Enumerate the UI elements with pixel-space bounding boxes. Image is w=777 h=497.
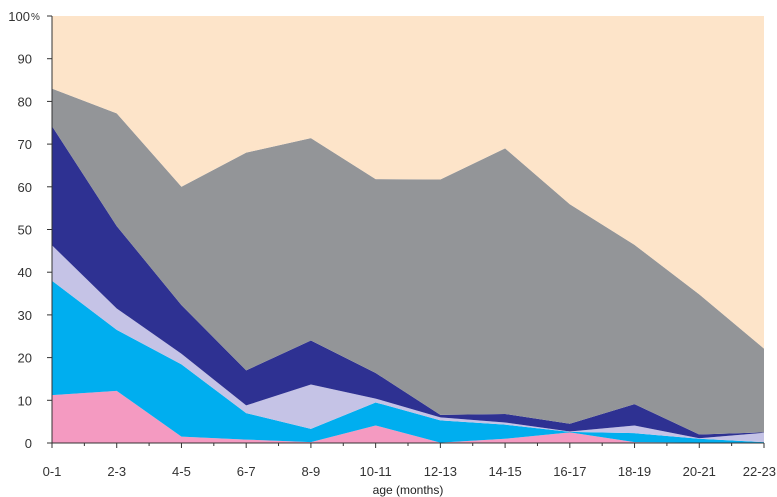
y-tick-label: 80: [18, 94, 32, 109]
area-series-4: [52, 126, 764, 439]
x-tick-label: 2-3: [107, 464, 126, 479]
y-tick-label: 60: [18, 180, 32, 195]
x-tick-label: 16-17: [553, 464, 586, 479]
x-tick-label: 22-23: [743, 464, 776, 479]
x-tick-label: 18-19: [618, 464, 651, 479]
x-tick-label: 12-13: [424, 464, 457, 479]
x-axis-ticks: 0-1 2-3 4-5 6-7 8-9 10-11 12-13 14-15 16-17 18-19…: [43, 443, 776, 479]
area-series-1: [52, 390, 764, 443]
y-tick-label: 40: [18, 265, 32, 280]
x-tick-label: 10-11: [359, 464, 391, 479]
y-tick-label: 30: [18, 308, 32, 323]
y-tick-label: 50: [18, 223, 32, 238]
area-series-2: [52, 280, 764, 443]
area-series-3: [52, 245, 764, 443]
y-tick-label: 20: [18, 351, 32, 366]
y-axis-ticks: 0 10 20 30 40 50 60 70 80 90 100: [8, 9, 52, 451]
area-series-6: [52, 16, 764, 349]
y-tick-label: 0: [25, 436, 32, 451]
x-tick-label: 4-5: [172, 464, 191, 479]
x-tick-label: 14-15: [488, 464, 521, 479]
y-tick-label: 70: [18, 137, 32, 152]
y-axis-unit-label: %: [31, 12, 40, 23]
x-tick-label: 6-7: [237, 464, 256, 479]
x-axis-title: age (months): [373, 483, 444, 497]
y-tick-label: 10: [18, 393, 32, 408]
x-tick-label: 20-21: [683, 464, 716, 479]
area-series-5: [52, 88, 764, 435]
x-tick-label: 8-9: [302, 464, 321, 479]
y-tick-label: 90: [18, 52, 32, 67]
y-tick-label: 100: [8, 9, 30, 24]
area-layers: [52, 16, 764, 443]
x-tick-label: 0-1: [43, 464, 62, 479]
